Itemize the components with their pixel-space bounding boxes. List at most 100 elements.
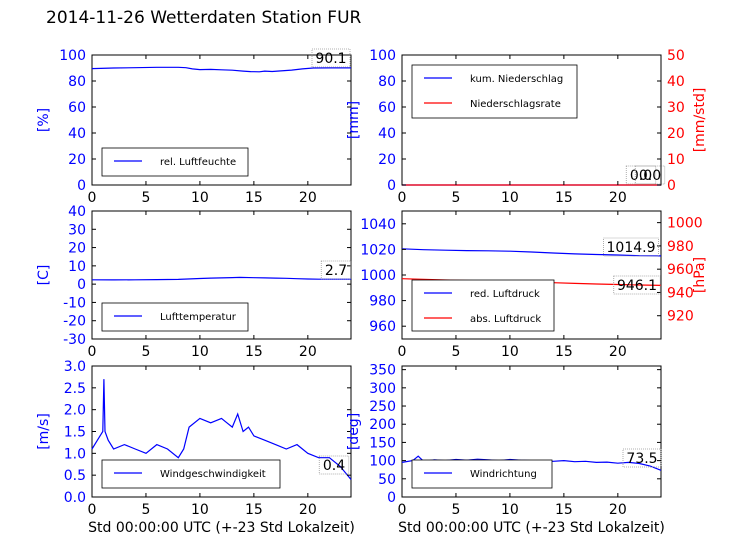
- wind_dir-ytick-label: 200: [369, 417, 396, 433]
- temperature-xtick-label: 20: [299, 344, 317, 360]
- wind_speed-xtick-label: 10: [191, 502, 209, 518]
- wind_dir-xtick-label: 5: [451, 502, 460, 518]
- pressure-xtick-label: 5: [451, 344, 460, 360]
- pressure-current-value-label: 946.1: [617, 278, 657, 294]
- pressure-ytick2-label: 980: [667, 239, 694, 255]
- wind_dir-ytick-label: 150: [369, 435, 396, 451]
- pressure-legend-box: [411, 279, 555, 332]
- pressure-xtick-label: 15: [555, 344, 573, 360]
- wind_speed-current-value-label: 0.4: [323, 458, 345, 474]
- wind_dir-current-value-label: 73.5: [626, 451, 657, 467]
- temperature-ytick-label: 20: [68, 241, 86, 257]
- pressure-ytick-label: 1040: [360, 217, 396, 233]
- chart-title: 2014-11-26 Wetterdaten Station FUR: [46, 8, 362, 28]
- wind_speed-ytick-label: 2.0: [64, 403, 86, 419]
- wind_dir-legend-label: Windrichtung: [470, 469, 537, 480]
- pressure-ytick2-label: 960: [667, 262, 694, 278]
- pressure-ytick-label: 1020: [360, 242, 396, 258]
- wind_speed-xtick-label: 20: [299, 502, 317, 518]
- pressure-xtick-label: 0: [398, 344, 407, 360]
- wind_dir-ytick-label: 50: [378, 472, 396, 488]
- humidity-legend-box: [101, 147, 249, 177]
- precip-ytick2-label: 40: [667, 74, 685, 90]
- pressure-ytick2-label: 920: [667, 309, 694, 325]
- wind_dir-ytick-label: 0: [387, 490, 396, 506]
- humidity-ytick-label: 0: [77, 178, 86, 194]
- wind_dir-ytick-label: 350: [369, 363, 396, 379]
- pressure-ytick2-label: 1000: [667, 216, 703, 232]
- temperature-xtick-label: 10: [191, 344, 209, 360]
- pressure-xtick-label: 10: [501, 344, 519, 360]
- wind_dir-ytick-label: 300: [369, 381, 396, 397]
- precip-ytick2-label: 50: [667, 48, 685, 64]
- temperature-ytick-label: -10: [63, 295, 86, 311]
- humidity-ytick-label: 100: [59, 48, 86, 64]
- precip-xtick-label: 5: [451, 190, 460, 206]
- wind_dir-current-value-box: [622, 448, 662, 468]
- precip-ylabel: [mm]: [346, 101, 362, 139]
- temperature-xtick-label: 0: [88, 344, 97, 360]
- temperature-current-value-box: [320, 260, 352, 280]
- humidity-xtick-label: 0: [88, 190, 97, 206]
- wind_speed-ytick-label: 1.0: [64, 446, 86, 462]
- wind_dir-xtick-label: 15: [555, 502, 573, 518]
- precip-ytick-label: 60: [378, 100, 396, 116]
- wind_dir-legend-box: [411, 459, 553, 489]
- precip-ytick2-label: 10: [667, 152, 685, 168]
- pressure-legend-label: red. Luftdruck: [470, 289, 540, 300]
- temperature-ylabel: [C]: [36, 265, 52, 286]
- wind_speed-xtick-label: 15: [245, 502, 263, 518]
- wind_dir-xlabel: Std 00:00:00 UTC (+-23 Std Lokalzeit): [398, 520, 665, 536]
- pressure-ytick-label: 1000: [360, 268, 396, 284]
- humidity-xtick-label: 5: [141, 190, 150, 206]
- precip-legend-label: kum. Niederschlag: [470, 74, 563, 85]
- precip-ytick2-label: 0: [667, 178, 676, 194]
- temperature-ytick-label: -30: [63, 332, 86, 348]
- temperature-ytick-label: 30: [68, 222, 86, 238]
- precip-current-value-box: [625, 165, 657, 185]
- humidity-series-0-line: [91, 66, 351, 73]
- wind_dir-xtick-label: 10: [501, 502, 519, 518]
- humidity-ytick-label: 40: [68, 126, 86, 142]
- pressure-series-0-line: [401, 248, 662, 257]
- precip-ytick-label: 40: [378, 126, 396, 142]
- temperature-ytick-label: 40: [68, 204, 86, 220]
- temperature-ytick-label: -20: [63, 314, 86, 330]
- temperature-ytick-label: 0: [77, 277, 86, 293]
- humidity-legend-label: rel. Luftfeuchte: [160, 157, 236, 168]
- wind_speed-ytick-label: 2.5: [64, 381, 86, 397]
- precip-xtick-label: 20: [609, 190, 627, 206]
- wind_speed-ytick-label: 0.0: [64, 490, 86, 506]
- wind_dir-ylabel: [deg]: [346, 413, 362, 450]
- pressure-current-value-label: 1014.9: [607, 240, 656, 256]
- wind_dir-ytick-label: 100: [369, 454, 396, 470]
- humidity-ylabel: [%]: [36, 108, 52, 132]
- humidity-xtick-label: 10: [191, 190, 209, 206]
- wind_dir-ytick-label: 250: [369, 399, 396, 415]
- precip-xtick-label: 15: [555, 190, 573, 206]
- temperature-xtick-label: 15: [245, 344, 263, 360]
- temperature-legend-label: Lufttemperatur: [160, 312, 237, 323]
- precip-xtick-label: 10: [501, 190, 519, 206]
- wind_speed-xtick-label: 0: [88, 502, 97, 518]
- humidity-xtick-label: 20: [299, 190, 317, 206]
- pressure-ylabel2: [hPa]: [692, 257, 708, 293]
- wind_dir-xtick-label: 20: [609, 502, 627, 518]
- pressure-current-value-box: [613, 275, 661, 295]
- wind_speed-xlabel: Std 00:00:00 UTC (+-23 Std Lokalzeit): [88, 520, 355, 536]
- wind_speed-xtick-label: 5: [141, 502, 150, 518]
- temperature-ytick-label: 10: [68, 259, 86, 275]
- precip-ytick-label: 0: [387, 178, 396, 194]
- wind_speed-current-value-box: [318, 455, 350, 475]
- wind_speed-ytick-label: 0.5: [64, 468, 86, 484]
- precip-ytick-label: 100: [369, 48, 396, 64]
- precip-ytick2-label: 20: [667, 126, 685, 142]
- precip-xtick-label: 0: [398, 190, 407, 206]
- temperature-xtick-label: 5: [141, 344, 150, 360]
- pressure-xtick-label: 20: [609, 344, 627, 360]
- wind_speed-ytick-label: 3.0: [64, 359, 86, 375]
- precip-legend-box: [411, 64, 578, 119]
- pressure-ytick-label: 960: [369, 319, 396, 335]
- wind_speed-ytick-label: 1.5: [64, 425, 86, 441]
